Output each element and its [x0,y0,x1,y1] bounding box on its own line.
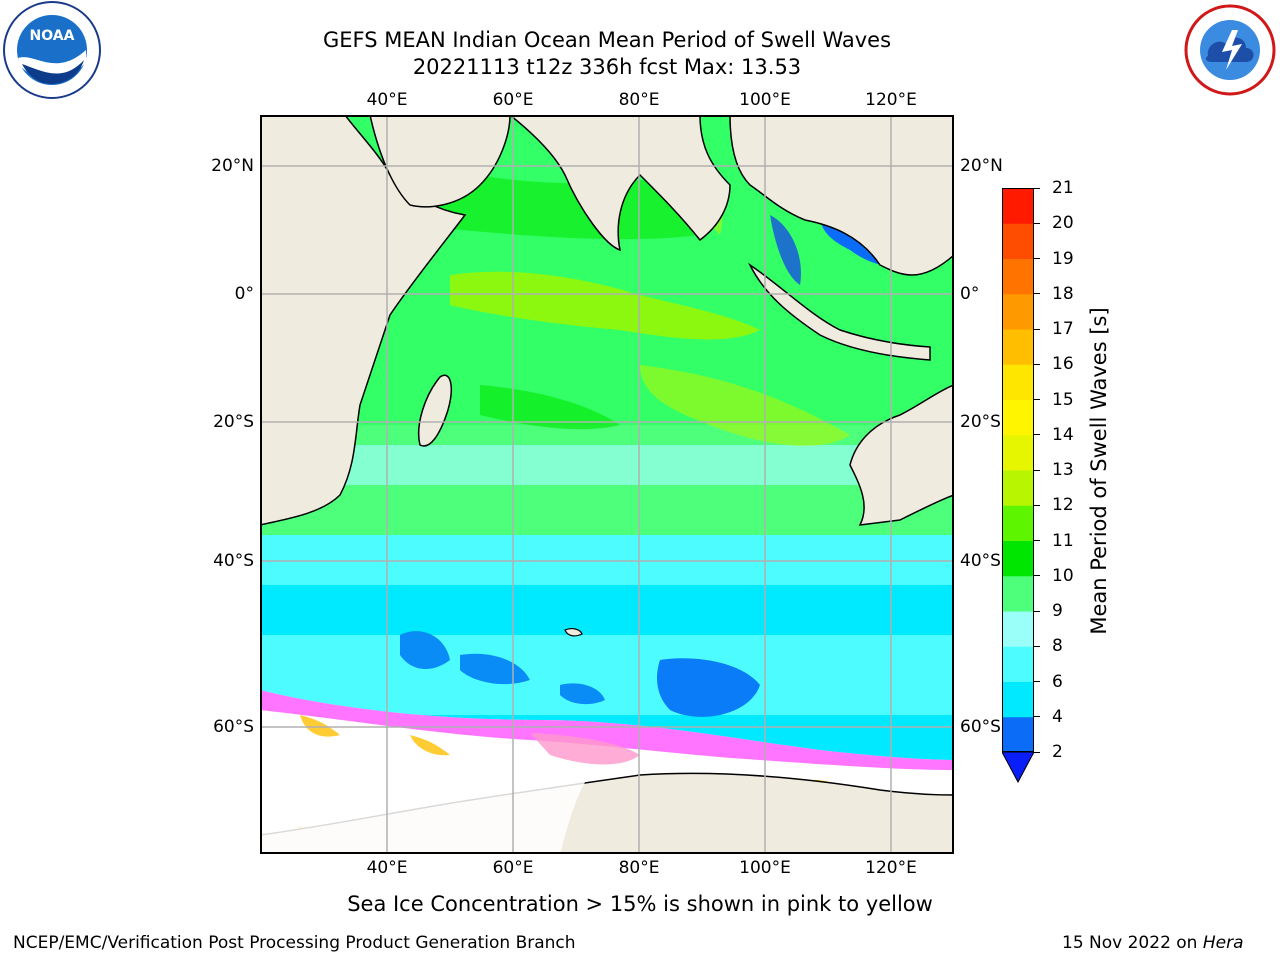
map-title: GEFS MEAN Indian Ocean Mean Period of Sw… [322,28,892,52]
colorbar-tick-label: 8 [1052,636,1063,657]
colorbar-tick-label: 6 [1052,671,1063,692]
lon-label-top: 60°E [492,90,534,110]
colorbar-tick-mark [1034,293,1040,295]
colorbar-segment [1002,575,1034,612]
lat-label-left: 20°N [211,156,254,176]
noaa-logo: NOAA [0,0,104,100]
colorbar-tick-label: 18 [1052,283,1074,304]
colorbar-tick-label: 17 [1052,319,1074,339]
lon-label-top: 120°E [865,90,917,110]
colorbar-tick-label: 16 [1052,354,1074,375]
colorbar-segment [1002,716,1034,753]
colorbar-tick-mark [1034,751,1040,753]
lat-label-left: 60°S [213,717,254,737]
lat-label-left: 0° [234,284,254,304]
colorbar-tick-label: 10 [1052,565,1074,586]
colorbar-tick-mark [1034,187,1040,189]
se-asia-land [729,115,954,276]
lon-label-top: 40°E [366,90,408,110]
footer-credit: NCEP/EMC/Verification Post Processing Pr… [13,933,576,953]
graticule [260,115,954,854]
map-subtitle: 20221113 t12z 336h fcst Max: 13.53 [412,55,802,79]
colorbar-extend-arrow [1002,751,1034,784]
colorbar-tick-mark [1034,222,1040,224]
colorbar-tick-mark [1034,469,1040,471]
colorbar-tick-mark [1034,399,1040,400]
nws-logo [1180,0,1280,100]
madagascar-land [418,374,452,447]
map-panel[interactable] [260,115,954,854]
swell-peak-region [450,271,760,340]
lat-label-right: 60°S [960,717,1001,737]
lon-label-top: 100°E [739,90,791,110]
colorbar-segment [1002,399,1034,436]
colorbar-tick-mark [1034,434,1040,436]
colorbar-tick-label: 13 [1052,460,1074,480]
colorbar-tick-label: 19 [1052,248,1074,269]
colorbar-frame [1002,188,1034,752]
colorbar-tick-mark [1034,681,1040,682]
india-land [508,115,731,252]
colorbar-tick-mark [1034,610,1040,612]
colorbar-segment [1002,434,1034,471]
colorbar-tick-label: 11 [1052,530,1074,551]
low-period-patch [657,658,760,717]
colorbar-tick-label: 12 [1052,495,1074,516]
colorbar [1002,188,1034,784]
lat-label-left: 20°S [213,412,254,432]
colorbar-segment [1002,470,1034,506]
colorbar-title-wrap: Mean Period of Swell Waves [s] [1082,188,1116,752]
colorbar-tick-mark [1034,540,1040,541]
map-frame [260,115,954,854]
colorbar-segment [1002,258,1034,295]
lon-label-bottom: 100°E [739,858,791,878]
colorbar-tick-mark [1034,328,1040,330]
colorbar-tick-mark [1034,504,1040,506]
colorbar-tick-mark [1034,363,1040,365]
colorbar-title: Mean Period of Swell Waves [s] [1087,307,1111,635]
colorbar-segment [1002,611,1034,647]
lon-label-bottom: 80°E [618,858,660,878]
footer-host: Hera [1202,933,1244,953]
lat-label-left: 40°S [213,551,254,571]
colorbar-segment [1002,188,1034,224]
lat-label-right: 20°S [960,412,1001,432]
lon-label-top: 80°E [618,90,660,110]
lat-label-right: 20°N [960,156,1003,176]
colorbar-tick-label: 2 [1052,742,1063,762]
lon-label-bottom: 120°E [865,858,917,878]
colorbar-tick-mark [1034,258,1040,259]
colorbar-tick-label: 4 [1052,706,1063,727]
colorbar-tick-mark [1034,575,1040,577]
sea-ice-note: Sea Ice Concentration > 15% is shown in … [347,892,933,916]
lon-label-bottom: 40°E [366,858,408,878]
australia-land [849,384,954,526]
colorbar-tick-label: 9 [1052,601,1063,621]
colorbar-segment [1002,223,1034,259]
lat-label-right: 0° [960,284,980,304]
lon-label-bottom: 60°E [492,858,534,878]
colorbar-tick-label: 14 [1052,424,1074,445]
colorbar-segment [1002,329,1034,365]
colorbar-segment [1002,505,1034,541]
colorbar-segment [1002,646,1034,682]
colorbar-tick-mark [1034,645,1040,647]
footer-date-text: 15 Nov 2022 on [1062,933,1203,953]
colorbar-tick-label: 21 [1052,178,1074,198]
lat-label-right: 40°S [960,551,1001,571]
colorbar-tick-label: 20 [1052,213,1074,234]
colorbar-segment [1002,364,1034,400]
colorbar-tick-label: 15 [1052,389,1074,410]
footer-date: 15 Nov 2022 on Hera [1062,932,1244,954]
colorbar-segment [1002,540,1034,577]
colorbar-segment [1002,681,1034,718]
noaa-logo-text: NOAA [30,28,75,44]
colorbar-tick-mark [1034,716,1040,718]
colorbar-segment [1002,293,1034,330]
